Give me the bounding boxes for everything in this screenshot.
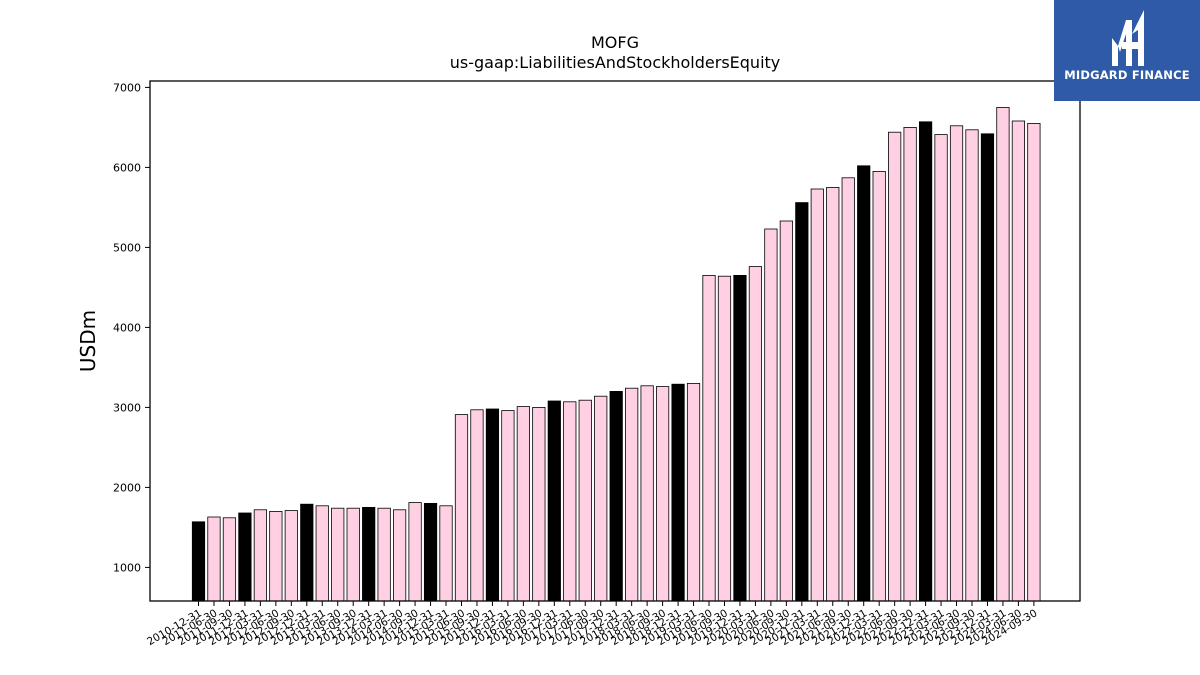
bar-2022-12-31 [918,121,933,602]
bar-2015-03-31 [439,505,453,602]
bar-2017-06-30 [578,399,592,602]
bar-2023-12-31 [980,133,995,602]
bar-2013-12-31 [362,506,376,602]
bar-2016-12-31 [547,400,561,602]
bar-2015-09-30 [470,409,484,602]
bars-group [191,107,1041,602]
bar-2020-12-31 [795,202,809,602]
bar-2021-03-31 [810,188,824,602]
bar-2023-06-30 [949,125,964,602]
bar-2018-12-31 [671,383,685,602]
bar-2013-09-30 [346,507,360,602]
bar-2021-09-30 [841,177,855,602]
bar-2014-03-31 [377,507,391,602]
bar-2022-03-31 [872,170,886,602]
y-tick-label: 4000 [113,321,141,334]
bar-2015-06-30 [454,414,469,602]
bar-2024-03-31 [996,107,1010,602]
bar-2019-09-30 [717,275,732,602]
bar-2021-06-30 [826,186,840,602]
bar-2023-03-31 [934,134,948,602]
y-tick-label: 7000 [113,81,141,94]
bar-2012-12-31 [300,503,314,602]
bar-2012-06-30 [269,510,283,602]
bar-2013-06-30 [331,507,345,602]
bar-2012-09-30 [284,510,298,602]
bar-2021-12-31 [857,165,871,602]
bar-2024-06-30 [1011,120,1026,602]
y-tick-label: 2000 [113,481,141,494]
bar-2024-09-30 [1027,123,1041,602]
chart-title: MOFG [591,33,639,52]
bar-2020-09-30 [779,220,793,602]
y-axis-label: USDm [76,310,100,372]
x-ticks-group: 2010-12-312011-06-302011-09-302011-12-31… [145,601,1039,648]
bar-2019-12-31 [733,274,747,602]
bar-2016-06-30 [516,406,530,602]
y-tick-label: 5000 [113,241,141,254]
bar-2018-03-31 [625,387,639,602]
bar-2023-09-30 [965,129,979,602]
bar-2011-09-30 [222,517,237,602]
bar-2014-06-30 [393,509,407,602]
bar-2019-06-30 [702,274,716,602]
bar-2012-03-31 [253,509,267,602]
bar-2018-06-30 [640,385,654,602]
bar-2014-09-30 [408,502,422,602]
bar-2014-12-31 [423,502,438,602]
y-tick-label: 1000 [113,561,141,574]
brand-name: MIDGARD FINANCE [1064,68,1190,82]
midgard-m-logo-icon [1112,10,1144,66]
y-ticks-group: 1000 2000 3000 4000 5000 6000 7000 [113,81,150,574]
bar-2017-03-31 [563,401,577,602]
bar-2018-09-30 [656,386,670,602]
bar-2017-09-30 [594,395,608,602]
bar-2016-09-30 [532,406,546,602]
bar-2011-06-30 [207,516,221,602]
bar-2016-03-31 [501,410,515,602]
bar-2020-03-31 [748,266,763,602]
y-tick-label: 3000 [113,401,141,414]
y-tick-label: 6000 [113,161,141,174]
bar-2020-06-30 [764,228,778,602]
bar-2010-12-31 [191,521,206,602]
chart-subtitle: us-gaap:LiabilitiesAndStockholdersEquity [450,53,781,72]
plot-frame [149,80,1081,602]
bar-2011-12-31 [238,512,252,602]
bar-2013-03-31 [315,505,329,602]
bar-2015-12-31 [485,408,500,602]
bar-2017-12-31 [609,390,623,602]
bar-2022-09-30 [903,127,917,602]
bar-2019-03-31 [686,382,701,602]
brand-logo: MIDGARD FINANCE [1054,0,1200,101]
bar-2022-06-30 [888,131,902,602]
